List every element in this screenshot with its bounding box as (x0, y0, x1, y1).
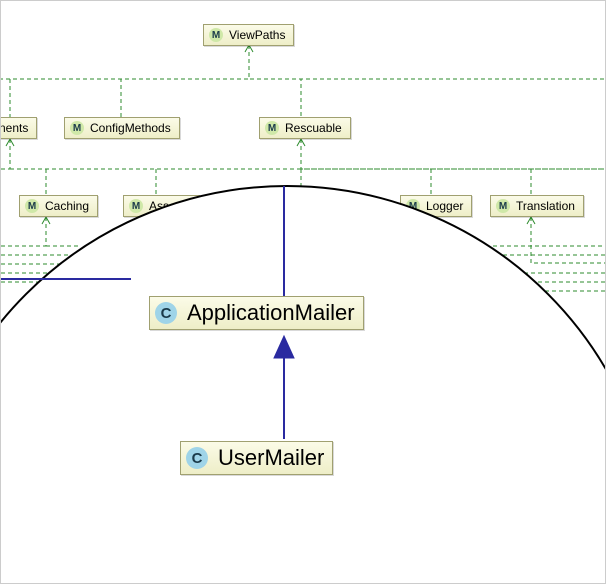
class-label: ApplicationMailer (187, 300, 355, 326)
module-label: Rescuable (285, 121, 342, 135)
module-viewpaths[interactable]: M ViewPaths (203, 24, 294, 46)
class-badge-icon: C (155, 302, 177, 324)
module-label: Translation (516, 199, 575, 213)
class-applicationmailer[interactable]: C ApplicationMailer (149, 296, 364, 330)
module-badge-icon: M (129, 199, 143, 213)
module-nents[interactable]: M nents (0, 117, 37, 139)
module-label: ViewPaths (229, 28, 285, 42)
module-badge-icon: M (496, 199, 510, 213)
class-usermailer[interactable]: C UserMailer (180, 441, 333, 475)
class-label: UserMailer (218, 445, 324, 471)
class-badge-icon: C (186, 447, 208, 469)
module-label: nents (0, 121, 28, 135)
zoom-circle (0, 185, 606, 584)
module-badge-icon: M (25, 199, 39, 213)
module-configmethods[interactable]: M ConfigMethods (64, 117, 180, 139)
module-caching[interactable]: M Caching (19, 195, 98, 217)
module-label: Logger (426, 199, 463, 213)
module-badge-icon: M (209, 28, 223, 42)
module-label: Caching (45, 199, 89, 213)
module-badge-icon: M (265, 121, 279, 135)
module-label: ConfigMethods (90, 121, 171, 135)
module-badge-icon: M (70, 121, 84, 135)
module-rescuable[interactable]: M Rescuable (259, 117, 351, 139)
diagram-canvas: M ViewPaths M nents M ConfigMethods M Re… (0, 0, 606, 584)
module-translation[interactable]: M Translation (490, 195, 584, 217)
